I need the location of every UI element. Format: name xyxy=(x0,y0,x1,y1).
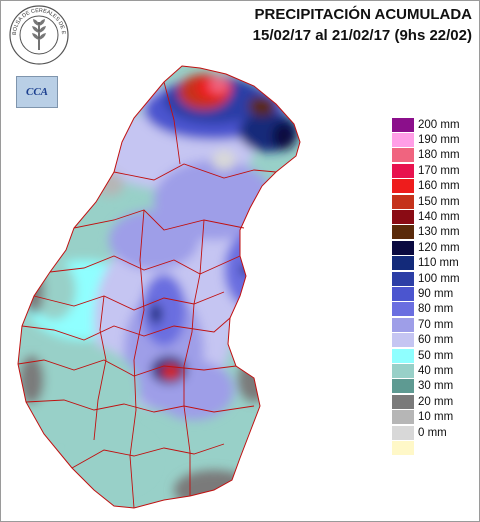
legend-label: 160 mm xyxy=(418,180,460,193)
legend-label: 200 mm xyxy=(418,118,460,131)
cca-logo: CCA xyxy=(16,76,58,108)
legend-label: 70 mm xyxy=(418,318,454,331)
legend-swatch xyxy=(392,379,414,394)
province-outline xyxy=(17,65,301,509)
legend-row: 200 mm xyxy=(392,117,476,132)
legend-row: 0 mm xyxy=(392,425,476,440)
legend-row: 170 mm xyxy=(392,163,476,178)
legend-row: 130 mm xyxy=(392,225,476,240)
legend-label: 150 mm xyxy=(418,195,460,208)
legend-row: 160 mm xyxy=(392,179,476,194)
legend-label: 90 mm xyxy=(418,287,454,300)
legend-row: 150 mm xyxy=(392,194,476,209)
legend-label: 180 mm xyxy=(418,149,460,162)
legend-swatch xyxy=(392,394,414,409)
legend-label: 130 mm xyxy=(418,226,460,239)
legend-swatch xyxy=(392,148,414,163)
legend-row: 50 mm xyxy=(392,348,476,363)
legend-swatch xyxy=(392,302,414,317)
legend-row: 30 mm xyxy=(392,379,476,394)
legend-row: 140 mm xyxy=(392,209,476,225)
legend-row: 60 mm xyxy=(392,332,476,348)
legend-label: 190 mm xyxy=(418,134,460,147)
legend-row: 70 mm xyxy=(392,317,476,332)
map-title: PRECIPITACIÓN ACUMULADA 15/02/17 al 21/0… xyxy=(253,4,472,46)
bolsa-cereales-logo: BOLSA DE CEREALES DE ENTRE RIOS xyxy=(8,4,69,65)
title-line-2: 15/02/17 al 21/02/17 (9hs 22/02) xyxy=(252,27,472,44)
legend-label: 170 mm xyxy=(418,164,460,177)
legend-label: 0 mm xyxy=(418,426,447,439)
legend-label: 120 mm xyxy=(418,241,460,254)
legend-swatch xyxy=(392,117,414,132)
legend-row: 80 mm xyxy=(392,302,476,317)
legend-label: 50 mm xyxy=(418,349,454,362)
legend-label: 100 mm xyxy=(418,272,460,285)
legend-swatch xyxy=(392,271,414,286)
legend-row: 190 mm xyxy=(392,132,476,148)
legend-swatch xyxy=(392,240,414,255)
legend-row xyxy=(392,440,476,455)
legend-row: 40 mm xyxy=(392,363,476,378)
legend-swatch xyxy=(392,333,414,348)
legend-label: 140 mm xyxy=(418,211,460,224)
legend-row: 90 mm xyxy=(392,286,476,301)
legend-row: 100 mm xyxy=(392,271,476,286)
legend-row: 20 mm xyxy=(392,394,476,409)
legend-swatch xyxy=(392,163,414,178)
legend-label: 30 mm xyxy=(418,380,454,393)
legend-swatch xyxy=(392,348,414,363)
legend-swatch xyxy=(392,317,414,332)
legend-row: 180 mm xyxy=(392,148,476,163)
legend-label: 80 mm xyxy=(418,303,454,316)
legend-label: 40 mm xyxy=(418,364,454,377)
legend-row: 120 mm xyxy=(392,240,476,255)
legend-swatch xyxy=(392,133,414,148)
legend-swatch xyxy=(392,425,414,440)
legend-label: 60 mm xyxy=(418,334,454,347)
legend-label: 10 mm xyxy=(418,411,454,424)
legend-swatch xyxy=(392,286,414,301)
legend-swatch xyxy=(392,225,414,240)
legend-swatch xyxy=(392,410,414,425)
precipitation-map xyxy=(17,65,301,509)
legend-swatch xyxy=(392,194,414,209)
department-boundaries xyxy=(17,81,277,509)
precipitation-legend: 200 mm 190 mm 180 mm 170 mm 160 mm 150 mm 140 … xyxy=(392,117,476,456)
legend-row: 110 mm xyxy=(392,256,476,271)
title-line-1: PRECIPITACIÓN ACUMULADA xyxy=(254,6,473,23)
legend-swatch xyxy=(392,256,414,271)
legend-swatch xyxy=(392,440,414,455)
legend-row: 10 mm xyxy=(392,409,476,425)
legend-swatch xyxy=(392,363,414,378)
legend-label: 110 mm xyxy=(418,257,459,270)
legend-swatch xyxy=(392,210,414,225)
legend-swatch xyxy=(392,179,414,194)
legend-label: 20 mm xyxy=(418,395,454,408)
